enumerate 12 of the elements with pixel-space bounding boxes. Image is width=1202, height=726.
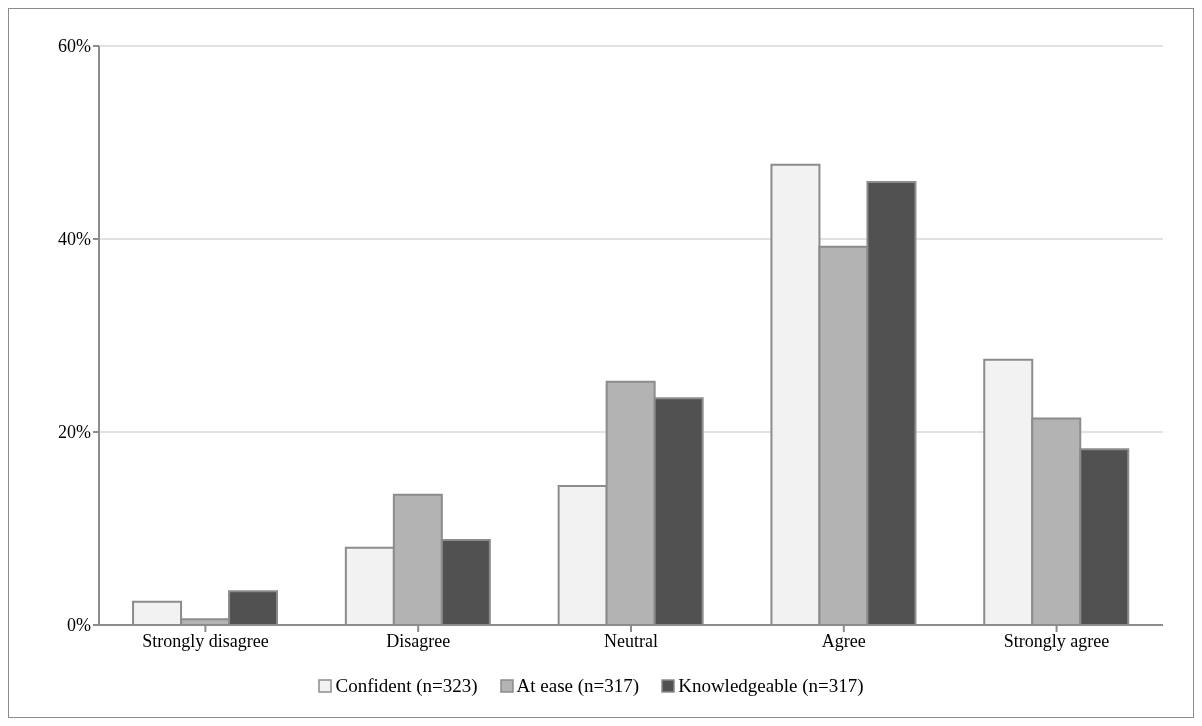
x-tick-label: Agree — [821, 630, 866, 651]
x-tick-label: Neutral — [604, 630, 658, 651]
x-tick-label: Strongly disagree — [142, 630, 269, 651]
x-tick-label: Disagree — [386, 630, 451, 651]
legend-label: At ease (n=317) — [516, 675, 640, 697]
y-tick-label: 40% — [58, 229, 91, 250]
legend-label: Knowledgeable (n=317) — [678, 675, 864, 697]
y-tick-label: 0% — [67, 615, 91, 636]
legend-label: Confident (n=323) — [335, 675, 478, 697]
y-tick-label: 20% — [58, 422, 91, 443]
y-tick-label: 60% — [58, 36, 91, 57]
x-tick-label: Strongly agree — [1003, 630, 1110, 651]
